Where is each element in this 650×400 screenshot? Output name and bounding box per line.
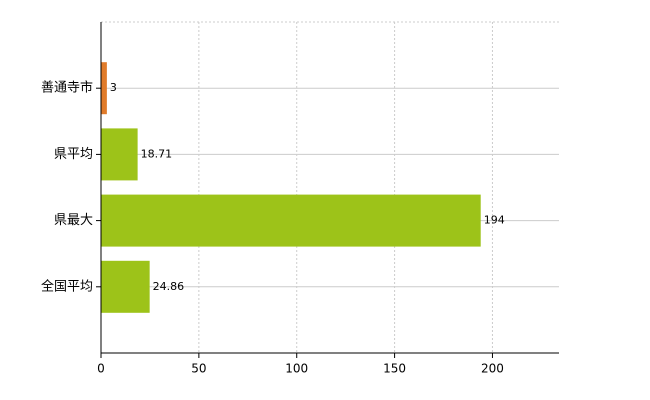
x-tick-label: 100: [285, 362, 308, 376]
bar: [101, 62, 107, 115]
x-tick-label: 50: [191, 362, 206, 376]
value-label: 18.71: [141, 147, 173, 160]
y-tick-label: 県平均: [54, 147, 93, 162]
value-label: 3: [110, 81, 117, 94]
value-label: 194: [484, 214, 505, 227]
x-tick-label: 150: [383, 362, 406, 376]
bar: [101, 194, 481, 247]
bar: [101, 260, 150, 313]
x-tick-label: 0: [97, 362, 105, 376]
y-tick-label: 全国平均: [41, 278, 93, 294]
value-label: 24.86: [153, 280, 185, 293]
y-tick-label: 県最大: [54, 213, 93, 228]
bar: [101, 128, 138, 181]
x-tick-label: 200: [481, 362, 504, 376]
y-tick-label: 善通寺市: [41, 80, 93, 96]
